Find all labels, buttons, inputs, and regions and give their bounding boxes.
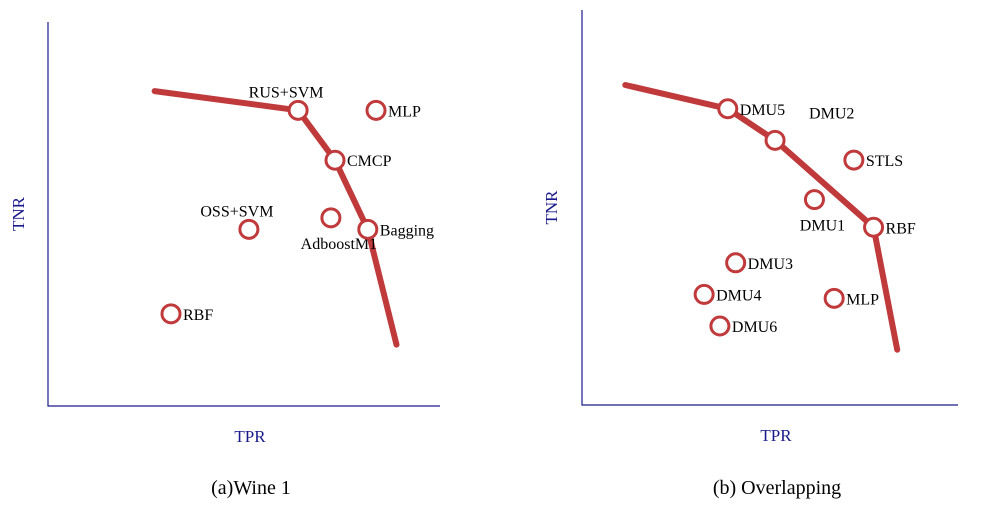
data-point — [357, 218, 379, 240]
point-label: DMU2 — [809, 105, 854, 122]
data-point — [764, 129, 786, 151]
x-axis-label: TPR — [234, 427, 266, 446]
data-point — [863, 216, 885, 238]
data-point — [324, 149, 346, 171]
panel-caption: (a)Wine 1 — [211, 477, 291, 499]
point-label: MLP — [388, 103, 421, 120]
y-axis-label: TNR — [9, 196, 28, 231]
point-label: DMU1 — [800, 218, 845, 235]
point-label: DMU5 — [740, 102, 785, 119]
x-axis-label: TPR — [760, 426, 792, 445]
axes — [47, 22, 440, 407]
point-label: CMCP — [347, 153, 392, 170]
panel-overlapping: TNR TPR DMU5 DMU2 STLS DMU1 RBF DMU3 DMU4 MLP DMU6… — [542, 10, 958, 499]
data-point — [693, 283, 715, 305]
point-label: STLS — [866, 153, 903, 170]
point-label: RBF — [183, 307, 213, 324]
point-label: Bagging — [380, 222, 434, 239]
point-label: RUS+SVM — [249, 84, 324, 101]
data-point — [843, 149, 865, 171]
data-point — [160, 303, 182, 325]
point-label: RBF — [886, 220, 916, 237]
point-label: DMU6 — [732, 319, 777, 336]
panel-caption: (b) Overlapping — [713, 477, 841, 499]
data-point — [823, 287, 845, 309]
point-label: MLP — [846, 291, 879, 308]
frontier-line — [622, 82, 901, 353]
point-label: AdboostM1 — [301, 236, 377, 253]
axes — [581, 10, 958, 406]
data-point — [709, 315, 731, 337]
data-point — [803, 189, 825, 211]
data-point — [725, 252, 747, 274]
data-point — [365, 99, 387, 121]
point-label: DMU4 — [716, 287, 761, 304]
panel-wine-1: TNR TPR RUS+SVM MLP CMCP OSS+SVM AdboostM1Bagg… — [9, 22, 440, 499]
y-axis-label: TNR — [542, 190, 561, 225]
point-label: DMU3 — [748, 256, 793, 273]
data-point — [717, 98, 739, 120]
data-point — [287, 99, 309, 121]
data-point — [320, 207, 342, 229]
point-label: OSS+SVM — [200, 203, 273, 220]
data-point — [238, 218, 260, 240]
